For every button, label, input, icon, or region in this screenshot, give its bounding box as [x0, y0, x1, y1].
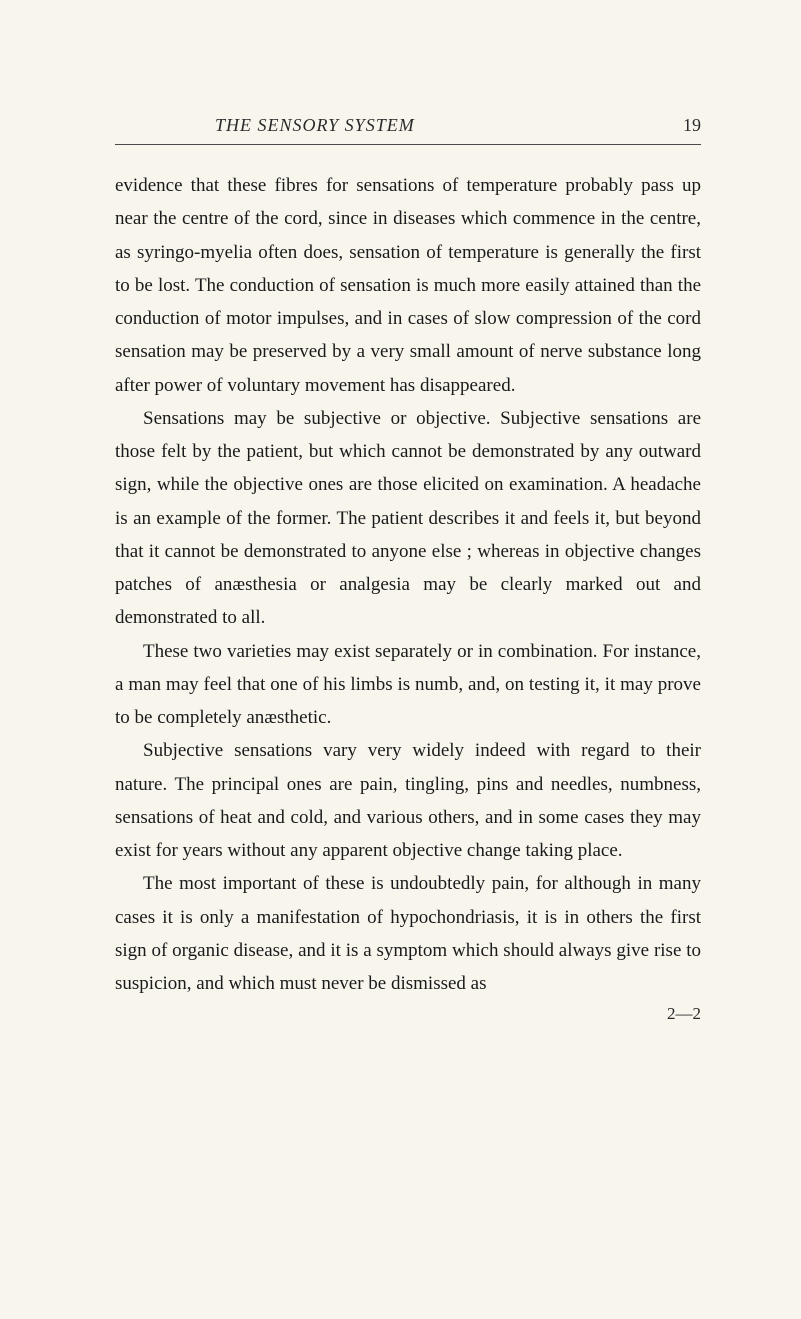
paragraph-5: The most important of these is undoubted… [115, 867, 701, 1000]
page-body: evidence that these fibres for sensation… [115, 169, 716, 1000]
paragraph-3: These two varieties may exist separately… [115, 635, 701, 735]
paragraph-1: evidence that these fibres for sensation… [115, 169, 701, 402]
header-rule [115, 144, 701, 145]
signature-mark: 2—2 [115, 1004, 716, 1024]
paragraph-4: Subjective sensations vary very widely i… [115, 734, 701, 867]
page-number: 19 [683, 115, 701, 136]
page-header: THE SENSORY SYSTEM 19 [115, 115, 716, 136]
running-title: THE SENSORY SYSTEM [215, 115, 415, 136]
paragraph-2: Sensations may be subjective or objectiv… [115, 402, 701, 635]
